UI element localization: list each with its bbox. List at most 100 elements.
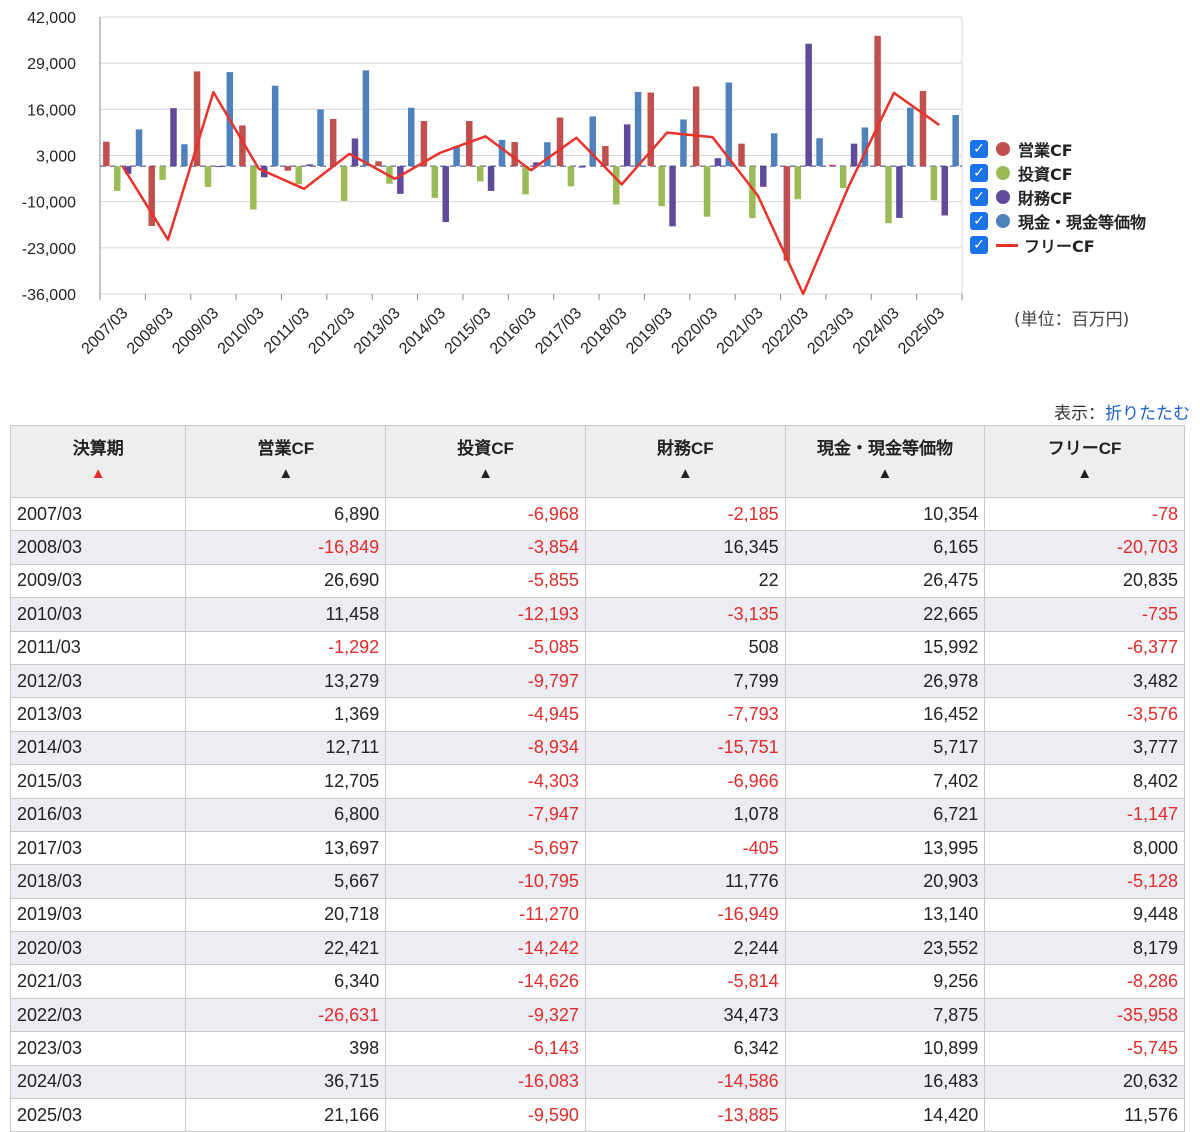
value-cell: 5,717 [784,730,986,766]
checkbox-checked-icon[interactable]: ✓ [970,140,988,158]
checkbox-checked-icon[interactable]: ✓ [970,188,988,206]
sort-arrow-icon[interactable]: ▲ [877,465,893,482]
bar-2 [749,166,756,219]
bar-3 [669,166,676,227]
y-tick-label: -10,000 [22,195,76,212]
value-cell: 6,890 [185,496,387,532]
table-row: 2007/03 6,890 -6,968 -2,185 10,354 -78 [9,496,1185,532]
legend-item[interactable]: ✓ 営業CF [970,137,1146,161]
bar-2 [522,166,529,195]
bar-3 [306,164,313,167]
value-cell: -3,135 [584,597,786,632]
value-cell: 20,903 [784,864,986,899]
x-tick-label: 2019/03 [623,305,676,358]
bar-3 [397,166,404,194]
bar-2 [340,166,348,201]
bar-2 [431,166,439,198]
bar-4 [498,139,506,167]
bar-3 [351,138,359,167]
checkbox-checked-icon[interactable]: ✓ [970,164,988,182]
value-cell: -2,185 [584,496,786,532]
bar-4 [589,116,596,167]
value-cell: -9,327 [385,997,586,1033]
sort-arrow-icon[interactable]: ▲ [1077,465,1093,482]
value-cell: 20,632 [984,1064,1185,1100]
bar-2 [613,166,620,205]
period-cell: 2016/03 [9,797,187,832]
legend-item[interactable]: ✓ 投資CF [970,161,1146,185]
bar-1 [874,35,881,167]
table-row: 2019/03 20,718 -11,270 -16,949 13,140 9,448 [9,897,1185,933]
value-cell: 22 [584,563,786,599]
value-cell: 11,458 [185,597,387,632]
value-cell: -405 [584,830,786,866]
column-header[interactable]: 財務CF ▲ [584,425,786,498]
legend-item[interactable]: ✓ 現金・現金等価物 [970,209,1146,233]
cashflow-table: 決算期 ▲ 営業CF ▲ 投資CF ▲ 財務CF ▲ 現金・現金等価物 ▲ フリーCF ▲ 2007/… [9,425,1185,1132]
value-cell: -5,128 [984,864,1185,899]
x-tick-label: 2017/03 [532,305,585,358]
period-cell: 2019/03 [9,897,187,933]
checkbox-checked-icon[interactable]: ✓ [970,212,988,230]
column-header[interactable]: 投資CF ▲ [385,425,586,498]
bar-1 [647,92,655,167]
x-tick-label: 2024/03 [850,305,903,358]
value-cell: 20,718 [185,897,387,933]
x-tick-label: 2018/03 [578,305,631,358]
period-cell: 2023/03 [9,1031,187,1066]
bar-1 [919,90,927,167]
value-cell: 11,776 [584,864,786,899]
value-cell: 6,340 [185,964,387,999]
period-cell: 2018/03 [9,864,187,899]
value-cell: -16,849 [185,530,387,565]
display-label: 表示： [1054,404,1105,424]
value-cell: -1,147 [984,797,1185,832]
period-cell: 2007/03 [9,496,187,532]
bar-2 [476,166,484,182]
column-header[interactable]: 現金・現金等価物 ▲ [784,425,986,498]
sort-arrow-icon[interactable]: ▲ [90,465,106,482]
bar-3 [850,143,858,167]
table-row: 2020/03 22,421 -14,242 2,244 23,552 8,179 [9,931,1185,966]
sort-arrow-icon[interactable]: ▲ [278,465,294,482]
x-tick-label: 2025/03 [895,305,948,358]
bar-2 [295,166,302,185]
value-cell: -10,795 [385,864,586,899]
period-cell: 2022/03 [9,997,187,1033]
legend-item[interactable]: ✓ 財務CF [970,185,1146,209]
bar-4 [317,109,324,167]
value-cell: -11,270 [385,897,586,933]
bar-4 [816,138,823,167]
sort-arrow-icon[interactable]: ▲ [677,465,693,482]
value-cell: 12,705 [185,764,387,799]
bar-1 [738,143,745,167]
period-cell: 2011/03 [9,630,187,665]
bar-1 [420,121,428,167]
column-header[interactable]: 営業CF ▲ [185,425,387,498]
sort-arrow-icon[interactable]: ▲ [478,465,493,482]
bar-3 [896,166,903,218]
column-header[interactable]: フリーCF ▲ [984,425,1185,498]
bar-2 [703,166,711,217]
bar-3 [941,166,949,216]
table-row: 2009/03 26,690 -5,855 22 26,475 20,835 [9,563,1185,599]
table-row: 2012/03 13,279 -9,797 7,799 26,978 3,482 [9,663,1185,699]
table-row: 2022/03 -26,631 -9,327 34,473 7,875 -35,958 [9,997,1185,1033]
bar-4 [453,145,460,167]
value-cell: 8,402 [984,764,1185,799]
period-cell: 2017/03 [9,830,187,866]
legend-item[interactable]: ✓ フリーCF [970,233,1146,257]
line-swatch-icon [996,243,1018,247]
column-header[interactable]: 決算期 ▲ [9,425,187,498]
bar-4 [544,142,551,167]
value-cell: 34,473 [584,997,786,1033]
value-cell: 26,475 [784,563,986,599]
collapse-link[interactable]: 折りたたむ [1105,404,1190,424]
bar-2 [839,166,847,188]
checkbox-checked-icon[interactable]: ✓ [970,236,988,254]
table-row: 2025/03 21,166 -9,590 -13,885 14,420 11,576 [9,1098,1185,1132]
value-cell: 508 [584,630,786,665]
period-cell: 2012/03 [9,663,187,699]
value-cell: 15,992 [784,630,986,665]
value-cell: 8,179 [984,931,1185,966]
